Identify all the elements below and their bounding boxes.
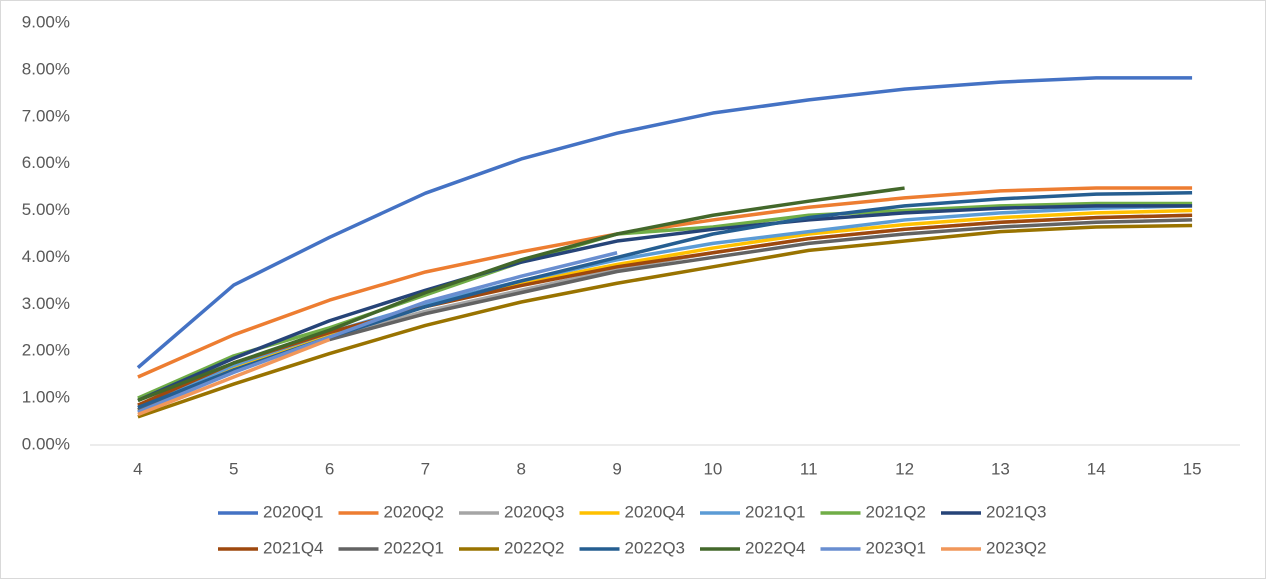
x-tick-label: 9 xyxy=(612,459,621,478)
x-tick-label: 4 xyxy=(133,459,142,478)
series-line xyxy=(137,223,1193,419)
legend-label: 2022Q2 xyxy=(504,538,565,557)
x-tick-label: 12 xyxy=(895,459,914,478)
legend-label: 2021Q2 xyxy=(866,502,927,521)
x-tick-label: 6 xyxy=(325,459,334,478)
x-tick-label: 10 xyxy=(703,459,722,478)
x-tick-label: 8 xyxy=(517,459,526,478)
legend-label: 2022Q3 xyxy=(625,538,686,557)
y-tick-label: 5.00% xyxy=(22,200,70,219)
legend-label: 2020Q1 xyxy=(263,502,324,521)
series-line xyxy=(137,213,1193,407)
legend-label: 2021Q4 xyxy=(263,538,324,557)
x-tick-label: 7 xyxy=(421,459,430,478)
y-tick-label: 8.00% xyxy=(22,59,70,78)
legend-label: 2020Q3 xyxy=(504,502,565,521)
series-line xyxy=(137,208,1193,412)
legend-label: 2023Q1 xyxy=(866,538,927,557)
y-tick-label: 1.00% xyxy=(22,388,70,407)
x-tick-label: 5 xyxy=(229,459,238,478)
y-tick-label: 2.00% xyxy=(22,341,70,360)
x-tick-label: 15 xyxy=(1183,459,1202,478)
legend-label: 2023Q2 xyxy=(986,538,1047,557)
series-line xyxy=(137,186,1193,379)
x-tick-label: 14 xyxy=(1087,459,1106,478)
legend-label: 2021Q1 xyxy=(745,502,806,521)
y-tick-label: 6.00% xyxy=(22,153,70,172)
series-line xyxy=(137,251,618,414)
y-tick-label: 9.00% xyxy=(22,12,70,31)
series-line xyxy=(136,76,1193,369)
legend-label: 2020Q4 xyxy=(625,502,686,521)
y-tick-label: 4.00% xyxy=(22,247,70,266)
y-tick-label: 7.00% xyxy=(22,106,70,125)
series-line xyxy=(137,201,1193,400)
series-line xyxy=(137,186,905,403)
legend-label: 2020Q2 xyxy=(384,502,445,521)
x-tick-label: 13 xyxy=(991,459,1010,478)
y-tick-label: 3.00% xyxy=(22,294,70,313)
y-tick-label: 0.00% xyxy=(22,434,70,453)
legend-label: 2021Q3 xyxy=(986,502,1047,521)
series-line xyxy=(137,204,1193,403)
x-tick-label: 11 xyxy=(800,459,818,478)
legend-label: 2022Q4 xyxy=(745,538,806,557)
series-line xyxy=(137,337,331,417)
legend-label: 2022Q1 xyxy=(384,538,445,557)
